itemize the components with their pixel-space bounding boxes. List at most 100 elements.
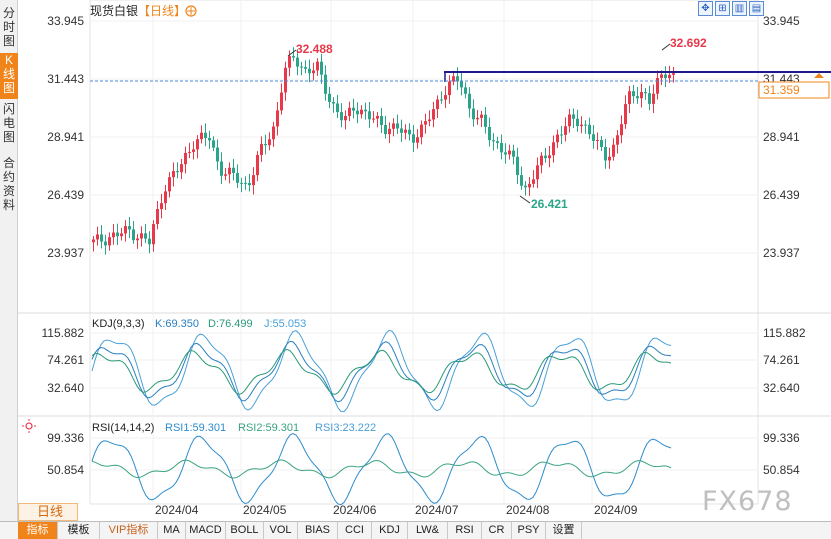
- candle-body: [164, 191, 167, 204]
- candle-body: [408, 129, 411, 135]
- price-tick-left: 31.443: [47, 72, 84, 86]
- candle-body: [464, 87, 467, 94]
- candle-body: [444, 95, 447, 100]
- candle-body: [476, 117, 479, 120]
- candle-body: [264, 144, 267, 146]
- candle-body: [216, 147, 219, 162]
- side-tab-contract-info[interactable]: 合约资料: [2, 156, 15, 212]
- x-tick-label: 2024/09: [594, 503, 638, 517]
- tab-settings[interactable]: 设置: [546, 522, 582, 539]
- candle-body: [484, 114, 487, 127]
- annotation-high-left-pointer: [287, 49, 297, 57]
- candle-body: [392, 123, 395, 129]
- candle-body: [260, 144, 263, 155]
- candle-body: [532, 179, 535, 184]
- candle-body: [544, 155, 547, 159]
- candle-body: [176, 171, 179, 173]
- current-price-value: 31.359: [763, 83, 800, 97]
- price-tick-left: 26.439: [47, 188, 84, 202]
- tab-vol[interactable]: VOL: [264, 522, 298, 539]
- period-selector[interactable]: 日线: [18, 503, 78, 521]
- tab-kdj[interactable]: KDJ: [372, 522, 408, 539]
- rsi3-value: RSI3:23.222: [315, 422, 376, 434]
- candle-body: [540, 155, 543, 166]
- kline-chart[interactable]: 现货白银 【日线】 32.488 32.692 26.421 33.945 31…: [18, 0, 831, 521]
- x-tick-label: 2024/08: [506, 503, 550, 517]
- tab-boll[interactable]: BOLL: [226, 522, 264, 539]
- x-tick-label: 2024/04: [155, 503, 199, 517]
- tab-psy[interactable]: PSY: [512, 522, 546, 539]
- candle-body: [320, 61, 323, 75]
- candle-body: [184, 152, 187, 165]
- candle-body: [620, 124, 623, 136]
- rsi1-line: [91, 432, 672, 506]
- candle-body: [632, 91, 635, 97]
- candle-body: [492, 140, 495, 142]
- gear-circle-icon[interactable]: [185, 5, 197, 17]
- candle-body: [308, 68, 311, 74]
- candle-body: [612, 144, 615, 157]
- candle-body: [152, 224, 155, 245]
- tab-macd[interactable]: MACD: [186, 522, 226, 539]
- candle-body: [116, 232, 119, 237]
- side-tab-flash[interactable]: 闪电图: [2, 102, 15, 144]
- tab-ma[interactable]: MA: [158, 522, 186, 539]
- tab-indicator[interactable]: 指标: [18, 522, 58, 539]
- pan-icon[interactable]: ✥: [698, 1, 713, 16]
- zoom-in-icon[interactable]: ▥: [732, 1, 747, 16]
- candle-body: [664, 74, 667, 79]
- candle-body: [644, 92, 647, 94]
- kdj-tick-right: 115.882: [763, 326, 806, 340]
- candle-body: [236, 173, 239, 183]
- candle-body: [628, 91, 631, 105]
- candle-body: [276, 110, 279, 127]
- annotation-high-right-pointer: [661, 43, 671, 51]
- candle-body: [104, 241, 107, 246]
- zoom-fit-icon[interactable]: ⊞: [715, 1, 730, 16]
- kdj-label: KDJ(9,3,3): [92, 318, 145, 330]
- candle-body: [120, 233, 123, 237]
- candle-body: [624, 104, 627, 125]
- candle-body: [304, 67, 307, 69]
- side-tab-timeshare[interactable]: 分时图: [2, 6, 15, 48]
- candle-body: [588, 124, 591, 135]
- tab-vip-indicator[interactable]: VIP指标: [100, 522, 158, 539]
- candle-body: [96, 234, 99, 240]
- tab-rsi[interactable]: RSI: [448, 522, 482, 539]
- tab-bias[interactable]: BIAS: [298, 522, 338, 539]
- rsi-tick-left: 99.336: [47, 431, 84, 445]
- annotation-high-left: 32.488: [296, 42, 333, 56]
- tab-cr[interactable]: CR: [482, 522, 512, 539]
- candle-body: [640, 92, 643, 99]
- sun-icon[interactable]: [22, 419, 36, 433]
- kdj-tick-right: 74.261: [763, 353, 800, 367]
- candle-body: [568, 114, 571, 127]
- candle-body: [192, 149, 195, 152]
- current-price-marker: 31.359: [758, 73, 830, 99]
- candle-body: [292, 56, 295, 58]
- candle-body: [668, 74, 671, 79]
- tab-template[interactable]: 模板: [58, 522, 100, 539]
- candle-body: [348, 107, 351, 116]
- kdj-tick-left: 115.882: [42, 326, 85, 340]
- candle-body: [452, 76, 455, 82]
- candle-body: [508, 150, 511, 155]
- candlestick-series: [92, 47, 675, 255]
- tab-cci[interactable]: CCI: [338, 522, 372, 539]
- indicator-tab-bar: 指标 模板 VIP指标 MA MACD BOLL VOL BIAS CCI KD…: [0, 521, 831, 539]
- candle-body: [440, 99, 443, 101]
- candle-body: [380, 115, 383, 125]
- candle-body: [652, 93, 655, 104]
- candle-body: [268, 139, 271, 146]
- candle-body: [488, 126, 491, 141]
- chart-grid: [18, 0, 831, 505]
- tab-lw[interactable]: LW&: [408, 522, 448, 539]
- rsi-tick-right: 99.336: [763, 431, 800, 445]
- candle-body: [344, 115, 347, 121]
- side-tab-kline[interactable]: K线图: [0, 53, 18, 99]
- kdj-tick-right: 32.640: [763, 381, 800, 395]
- candle-body: [672, 73, 675, 75]
- candle-body: [372, 118, 375, 120]
- zoom-out-icon[interactable]: ▤: [749, 1, 764, 16]
- candle-body: [636, 96, 639, 99]
